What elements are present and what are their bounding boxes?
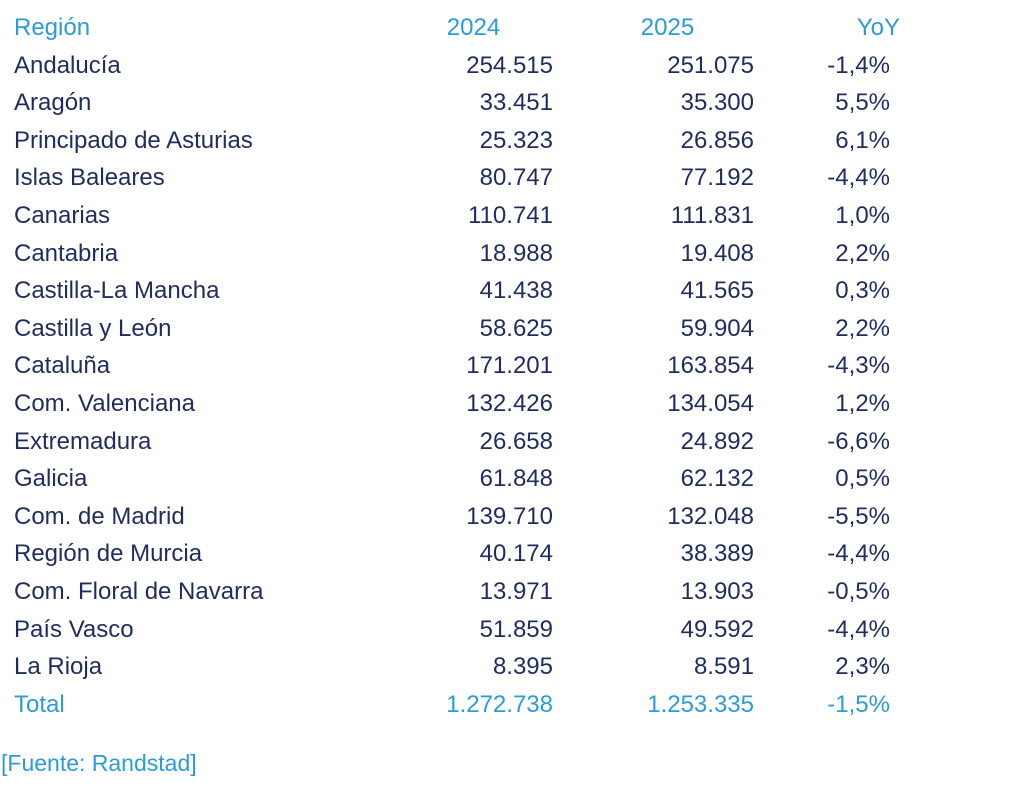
region-cell: Canarias	[14, 201, 111, 229]
region-cell: Cataluña	[14, 352, 111, 380]
value-2024-cell: 25.323	[479, 126, 553, 154]
value-2024-cell: 254.515	[466, 51, 553, 79]
value-2024-cell: 41.438	[479, 277, 553, 305]
value-2025-cell: 26.856	[680, 126, 754, 154]
value-2024-cell: 61.848	[479, 465, 553, 493]
value-2024-cell: 132.426	[466, 389, 553, 417]
value-2024-cell: 1.272.738	[446, 690, 553, 718]
region-cell: Com. Floral de Navarra	[14, 577, 264, 605]
yoy-cell: 6,1%	[835, 126, 890, 154]
regions-table: Región 2024 2025 YoY Andalucía 254.515 251.075…	[0, 9, 904, 723]
source-note: [Fuente: Randstad]	[1, 750, 197, 776]
value-2024-cell: 8.395	[492, 653, 553, 681]
yoy-cell: -6,6%	[827, 427, 890, 455]
header-region-cell: Región	[14, 14, 91, 41]
region-cell: Aragón	[14, 89, 92, 117]
yoy-cell: -4,4%	[827, 164, 890, 192]
region-cell: Castilla y León	[14, 314, 172, 342]
value-2024-cell: 18.988	[479, 239, 553, 267]
value-2025-cell: 19.408	[680, 239, 754, 267]
value-2025-cell: 59.904	[680, 314, 754, 342]
yoy-cell: 1,0%	[835, 201, 890, 229]
yoy-cell: -4,3%	[827, 352, 890, 380]
value-2025-cell: 35.300	[680, 89, 754, 117]
value-2025-cell: 251.075	[667, 51, 754, 79]
yoy-cell: -4,4%	[827, 615, 890, 643]
value-2025-cell: 38.389	[680, 540, 754, 568]
value-2025-cell: 1.253.335	[647, 690, 754, 718]
region-cell: Total	[14, 690, 65, 718]
yoy-cell: 2,2%	[835, 314, 890, 342]
value-2025-cell: 49.592	[680, 615, 754, 643]
region-cell: La Rioja	[14, 653, 103, 681]
yoy-cell: -1,5%	[827, 690, 890, 718]
regions-table-grid: Región 2024 2025 YoY Andalucía 254.515 251.075…	[0, 9, 904, 723]
yoy-cell: 0,3%	[835, 277, 890, 305]
value-2025-cell: 8.591	[693, 653, 754, 681]
yoy-cell: -4,4%	[827, 540, 890, 568]
region-cell: Galicia	[14, 465, 88, 493]
value-2025-cell: 13.903	[680, 577, 754, 605]
region-cell: País Vasco	[14, 615, 134, 643]
header-value-2025-cell: 2025	[640, 14, 695, 41]
value-2025-cell: 163.854	[667, 352, 754, 380]
value-2024-cell: 13.971	[479, 577, 553, 605]
region-cell: Principado de Asturias	[14, 126, 253, 154]
value-2025-cell: 111.831	[670, 201, 754, 229]
value-2025-cell: 77.192	[680, 164, 754, 192]
yoy-cell: 5,5%	[835, 89, 890, 117]
region-cell: Región de Murcia	[14, 540, 203, 568]
yoy-cell: -1,4%	[827, 51, 890, 79]
value-2024-cell: 51.859	[479, 615, 553, 643]
yoy-cell: -5,5%	[827, 502, 890, 530]
value-2024-cell: 26.658	[479, 427, 553, 455]
yoy-cell: 2,3%	[835, 653, 890, 681]
value-2025-cell: 62.132	[680, 465, 754, 493]
value-2025-cell: 134.054	[667, 389, 754, 417]
value-2024-cell: 80.747	[479, 164, 553, 192]
yoy-cell: 2,2%	[835, 239, 890, 267]
header-yoy-cell: YoY	[856, 14, 900, 41]
value-2024-cell: 110.741	[468, 201, 553, 229]
value-2025-cell: 132.048	[667, 502, 754, 530]
value-2024-cell: 139.710	[466, 502, 553, 530]
value-2024-cell: 58.625	[479, 314, 553, 342]
value-2024-cell: 33.451	[479, 89, 553, 117]
yoy-cell: -0,5%	[827, 577, 890, 605]
region-cell: Castilla-La Mancha	[14, 277, 220, 305]
region-cell: Cantabria	[14, 239, 119, 267]
yoy-cell: 1,2%	[835, 389, 890, 417]
value-2025-cell: 24.892	[680, 427, 754, 455]
region-cell: Andalucía	[14, 51, 121, 79]
yoy-cell: 0,5%	[835, 465, 890, 493]
header-value-2024-cell: 2024	[446, 14, 501, 41]
region-cell: Extremadura	[14, 427, 152, 455]
region-cell: Com. Valenciana	[14, 389, 195, 417]
value-2025-cell: 41.565	[680, 277, 754, 305]
region-cell: Com. de Madrid	[14, 502, 185, 530]
value-2024-cell: 171.201	[466, 352, 553, 380]
value-2024-cell: 40.174	[479, 540, 553, 568]
region-cell: Islas Baleares	[14, 164, 165, 192]
